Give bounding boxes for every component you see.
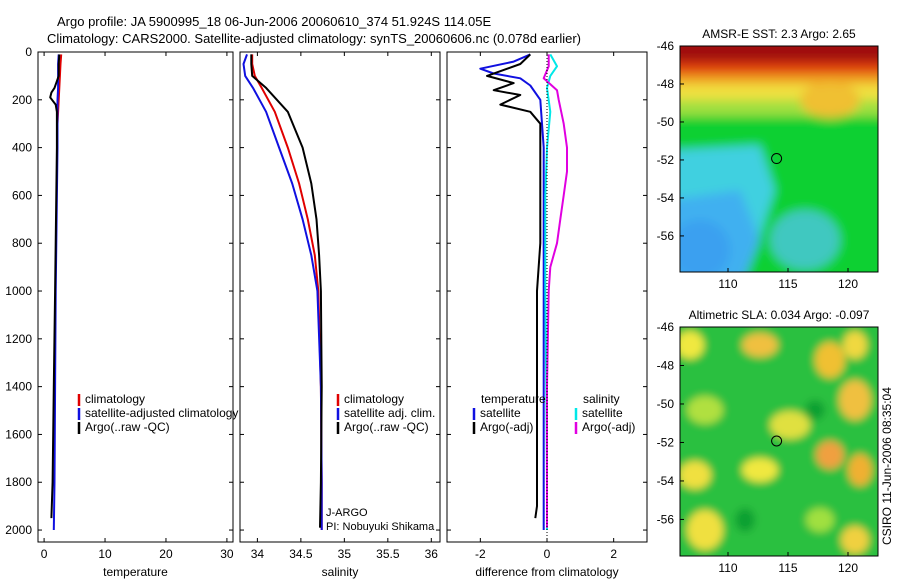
sst_map-y-tick-label: -50 (657, 115, 675, 129)
sla_map-y-tick-label: -50 (657, 397, 675, 411)
depth-tick-label: 600 (12, 188, 32, 202)
difference-legend-item: satellite (480, 406, 521, 420)
difference-series-temperature-satellite (479, 53, 545, 530)
sla_map-y-tick-label: -56 (657, 512, 675, 526)
salinity-series-argo-raw-qc- (250, 54, 323, 528)
temperature-legend-heading: temperature (481, 392, 546, 406)
figure-title-line1: Argo profile: JA 5900995_18 06-Jun-2006 … (57, 14, 492, 29)
sst_map-x-tick-label: 115 (778, 277, 797, 291)
principal-investigator-label: PI: Nobuyuki Shikama (326, 521, 435, 533)
sla_map-title: Altimetric SLA: 0.034 Argo: -0.097 (689, 308, 870, 322)
salinity-x-tick-label: 34.5 (289, 547, 313, 561)
depth-tick-label: 1000 (5, 284, 32, 298)
depth-tick-label: 2000 (5, 523, 32, 537)
sst_map-y-tick-label: -56 (657, 229, 675, 243)
temperature-legend-item: satellite-adjusted climatology (85, 406, 238, 420)
difference-legend-item: satellite (582, 406, 623, 420)
sst_map-title: AMSR-E SST: 2.3 Argo: 2.65 (702, 27, 856, 41)
sla_map-y-tick-label: -48 (657, 358, 675, 372)
difference-x-axis-label: difference from climatology (475, 565, 618, 579)
sla_map-x-tick-label: 115 (778, 561, 797, 575)
depth-tick-label: 0 (25, 45, 32, 59)
salinity-x-tick-label: 34 (251, 547, 265, 561)
sst_map-axes-box (679, 45, 879, 273)
temperature-legend-item: Argo(..raw -QC) (85, 420, 170, 434)
sst_map-y-tick-label: -54 (657, 191, 675, 205)
float-program-label: J-ARGO (326, 507, 368, 519)
sla_map-y-tick-label: -46 (657, 320, 675, 334)
sla-heatmap (680, 327, 878, 556)
credit-label: CSIRO 11-Jun-2006 08:35:04 (880, 387, 894, 545)
temperature-x-tick-label: 0 (41, 547, 48, 561)
salinity-legend-item: climatology (344, 392, 404, 406)
difference-x-tick-label: 2 (610, 547, 617, 561)
sst_map-x-tick-label: 120 (838, 277, 858, 291)
difference-legend-item: Argo(-adj) (480, 420, 533, 434)
difference-series-temperature-argo-adj- (486, 53, 542, 519)
sla_map-x-tick-label: 120 (838, 561, 858, 575)
salinity-x-axis-label: salinity (322, 565, 359, 579)
salinity-legend-item: Argo(..raw -QC) (344, 420, 429, 434)
salinity-x-tick-label: 35 (338, 547, 352, 561)
salinity-series-climatology (251, 54, 323, 530)
temperature-x-tick-label: 10 (98, 547, 112, 561)
sla_map-axes-box (679, 326, 879, 557)
depth-tick-label: 1200 (5, 332, 32, 346)
sst_map-y-tick-label: -48 (657, 77, 675, 91)
salinity-x-tick-label: 36 (425, 547, 439, 561)
salinity-x-tick-label: 35.5 (376, 547, 400, 561)
temperature-legend-item: climatology (85, 392, 145, 406)
temperature-x-tick-label: 30 (220, 547, 234, 561)
temperature-x-axis-label: temperature (103, 565, 168, 579)
sst_map-x-tick-label: 110 (718, 277, 737, 291)
sst-heatmap (680, 46, 878, 272)
sla_map-x-tick-label: 110 (718, 561, 737, 575)
sla_map-y-tick-label: -54 (657, 474, 675, 488)
salinity-axes-box (239, 51, 441, 543)
figure-title-line2: Climatology: CARS2000. Satellite-adjuste… (47, 31, 581, 46)
depth-tick-label: 200 (12, 93, 32, 107)
depth-tick-label: 1800 (5, 475, 32, 489)
temperature-axes-box (37, 51, 234, 543)
salinity-legend-heading: salinity (583, 392, 620, 406)
difference-series-salinity-argo-adj- (542, 54, 568, 528)
sst_map-y-tick-label: -46 (657, 39, 675, 53)
sla_map-argo-position-marker (771, 435, 783, 447)
difference-x-tick-label: 0 (544, 547, 551, 561)
temperature-series-argo-raw-qc- (49, 54, 61, 519)
depth-tick-label: 1400 (5, 380, 32, 394)
sla_map-y-tick-label: -52 (657, 435, 675, 449)
salinity-legend-item: satellite adj. clim. (344, 406, 435, 420)
sst_map-y-tick-label: -52 (657, 153, 675, 167)
difference-x-tick-label: -2 (475, 547, 486, 561)
depth-tick-label: 1600 (5, 427, 32, 441)
depth-tick-label: 800 (12, 236, 32, 250)
difference-legend-item: Argo(-adj) (582, 420, 635, 434)
depth-tick-label: 400 (12, 141, 32, 155)
sst_map-argo-position-marker (771, 153, 783, 165)
salinity-series-satellite-adj-clim- (242, 54, 323, 530)
temperature-x-tick-label: 20 (159, 547, 173, 561)
